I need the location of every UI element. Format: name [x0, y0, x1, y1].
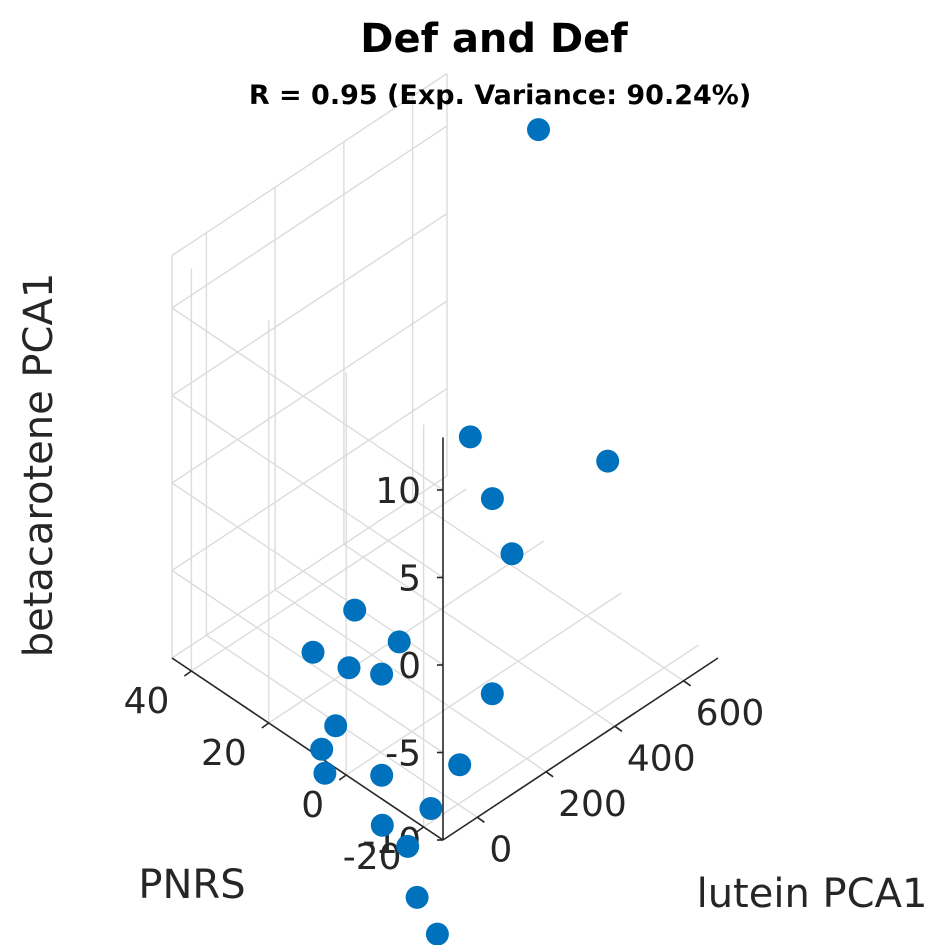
- y-tick-mark: [338, 774, 347, 781]
- y-tick-mark: [261, 722, 270, 729]
- side-wall-grid-line: [171, 307, 444, 491]
- scatter-point: [370, 763, 394, 787]
- z-tick-label: -5: [385, 734, 421, 775]
- x-axis-line: [442, 657, 719, 841]
- floor-grid-line: [412, 498, 684, 682]
- y-tick-mark: [183, 670, 192, 677]
- y-axis-label: PNRS: [138, 862, 245, 908]
- scatter-point: [448, 753, 472, 777]
- back-wall-grid-line: [171, 125, 448, 309]
- y-tick-label: -20: [343, 837, 402, 878]
- floor-grid-line: [274, 589, 547, 773]
- scatter-point: [480, 682, 504, 706]
- x-tick-mark: [545, 771, 554, 778]
- box-edge: [171, 72, 448, 257]
- scatter-point: [343, 598, 367, 622]
- z-tick-label: 10: [375, 471, 421, 512]
- scatter-point: [527, 118, 550, 142]
- scatter-point: [301, 640, 325, 664]
- scatter-point: [458, 425, 482, 449]
- scatter-point: [310, 737, 334, 761]
- data-points: [301, 118, 620, 945]
- scatter-point: [480, 487, 504, 511]
- x-tick-label: 600: [696, 693, 765, 734]
- floor-grid-line: [345, 592, 622, 776]
- x-tick-mark: [614, 725, 623, 732]
- scatter-point: [337, 656, 361, 680]
- scatter-point: [313, 761, 337, 785]
- chart-subtitle: R = 0.95 (Exp. Variance: 90.24%): [249, 80, 751, 111]
- scatter-point: [370, 813, 394, 837]
- back-wall-grid-line: [171, 387, 448, 572]
- z-tick-label: 5: [398, 559, 421, 600]
- back-wall-grid-line: [171, 475, 448, 659]
- y-axis-line: [171, 657, 444, 841]
- back-wall-grid-line: [171, 300, 448, 484]
- floor-grid-line: [191, 488, 467, 672]
- x-tick-label: 400: [627, 738, 696, 779]
- y-tick-mark: [416, 826, 425, 833]
- z-axis-label: betacarotene PCA1: [16, 273, 62, 658]
- grid-lines: [171, 72, 699, 841]
- x-tick-mark: [476, 816, 485, 823]
- scatter-point: [405, 885, 429, 909]
- scatter-point: [387, 630, 411, 654]
- scatter-point: [396, 834, 420, 858]
- x-axis-label: lutein PCA1: [697, 871, 928, 917]
- scatter-point: [425, 922, 449, 945]
- back-wall-grid-line: [171, 212, 448, 397]
- scatter-point: [324, 714, 348, 738]
- scatter-point: [596, 449, 620, 473]
- floor-grid-line: [268, 540, 545, 724]
- side-wall-grid-line: [171, 394, 444, 579]
- y-tick-label: 40: [124, 681, 170, 722]
- floor-grid-line: [343, 543, 616, 727]
- scatter-point: [370, 662, 394, 686]
- y-tick-label: 20: [201, 733, 247, 774]
- x-tick-label: 0: [489, 829, 512, 870]
- x-tick-label: 200: [558, 784, 627, 825]
- floor-grid-line: [423, 644, 699, 828]
- z-tick-label: 0: [398, 646, 421, 687]
- scatter-point: [419, 797, 443, 820]
- x-tick-mark: [683, 680, 692, 687]
- y-tick-label: 0: [301, 785, 324, 826]
- scatter-point: [500, 542, 524, 566]
- axes: [171, 437, 719, 841]
- chart-title: Def and Def: [360, 16, 628, 62]
